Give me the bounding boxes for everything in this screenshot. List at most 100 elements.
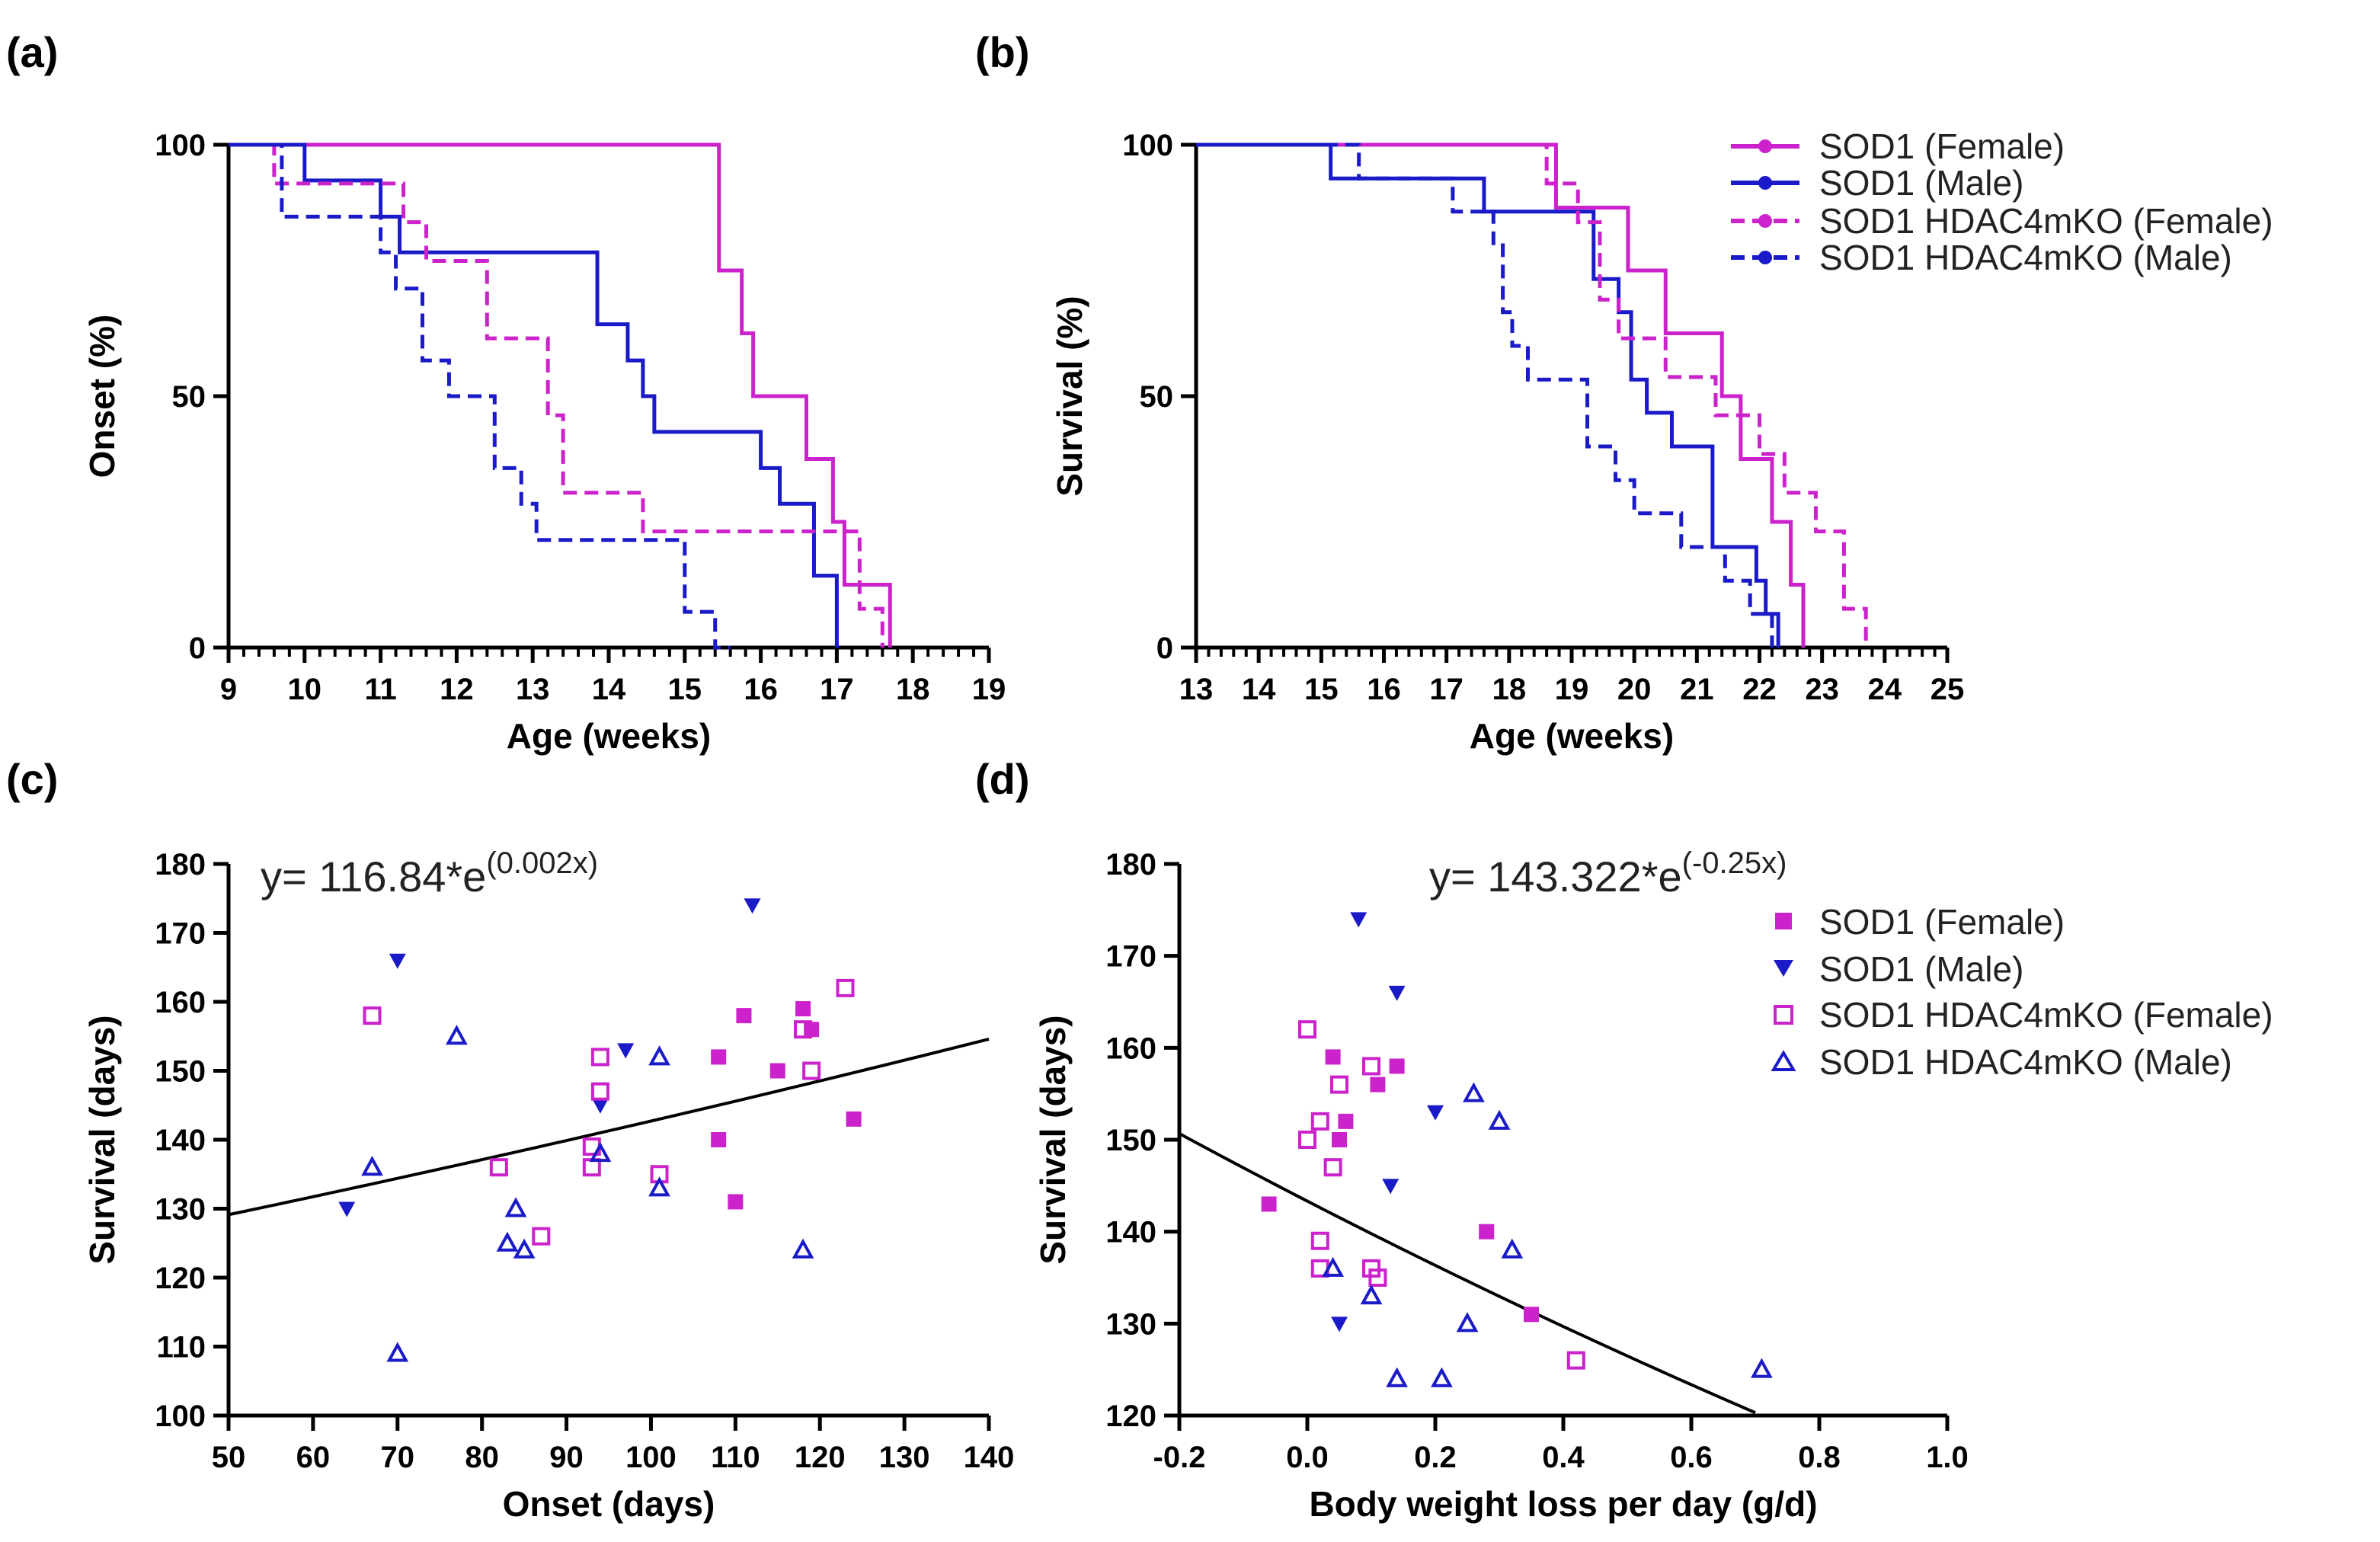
- panel-label-a: (a): [6, 28, 58, 76]
- point-square-open: [1323, 1158, 1342, 1177]
- legend-scatter: SOD1 (Female) SOD1 (Male) SOD1 HDAC4mKO …: [1771, 902, 2273, 1082]
- x-tick-label: 20: [1617, 673, 1652, 706]
- point-square-open: [489, 1158, 508, 1177]
- legend-curves-item: SOD1 (Male): [1731, 163, 2023, 203]
- point-triangle-down: [1331, 1316, 1348, 1332]
- point-triangle-down: [338, 1201, 356, 1217]
- point-triangle-up-open: [792, 1238, 814, 1259]
- point-square-filled: [795, 1001, 811, 1017]
- legend-curves-item: SOD1 HDAC4mKO (Male): [1731, 238, 2232, 277]
- x-tick-label: 100: [625, 1441, 677, 1474]
- x-tick-label: 14: [1242, 673, 1276, 706]
- x-tick-label: 17: [820, 673, 854, 706]
- x-tick-label: 140: [964, 1441, 1015, 1474]
- point-triangle-up-open: [589, 1141, 612, 1163]
- point-square-open: [1310, 1231, 1329, 1250]
- y-tick-label: 130: [155, 1193, 206, 1227]
- point-square-filled: [1524, 1307, 1539, 1323]
- legend-scatter-label: SOD1 HDAC4mKO (Female): [1819, 995, 2273, 1035]
- point-triangle-up-open: [513, 1238, 536, 1259]
- y-tick-label: 170: [155, 917, 206, 951]
- y-tick-label: 160: [155, 986, 206, 1019]
- point-triangle-up-open: [446, 1025, 468, 1045]
- x-tick-label: 70: [381, 1441, 415, 1474]
- chart-a: 9 10 11 12 13 14 15 16 17 18 19 0 50 100 Age (weeks) On…: [82, 129, 1006, 756]
- x-tick-label: 16: [744, 673, 778, 706]
- point-square-open: [1298, 1020, 1316, 1039]
- x-tick-label: 11: [364, 673, 396, 706]
- y-tick-label: 180: [1105, 848, 1156, 881]
- legend-scatter-item: SOD1 (Male): [1774, 949, 2023, 989]
- equation-c: y= 116.84*e(0.002x): [261, 846, 598, 901]
- y-tick-label: 0: [1156, 632, 1173, 665]
- y-tick-label: 170: [1105, 940, 1156, 974]
- x-tick-label: 80: [465, 1441, 499, 1474]
- y-tick-label: 110: [156, 1331, 206, 1364]
- point-triangle-down: [1427, 1105, 1444, 1121]
- point-triangle-up-open: [1456, 1312, 1479, 1332]
- equation-c-base: y= 116.84*e: [261, 853, 486, 901]
- point-square-open: [1310, 1112, 1329, 1131]
- y-axis-title: Survival (days): [1033, 1015, 1073, 1264]
- x-tick-label: 21: [1680, 673, 1714, 706]
- legend-curves-label: SOD1 HDAC4mKO (Male): [1819, 238, 2232, 277]
- point-square-filled: [728, 1194, 744, 1210]
- point-square-filled: [711, 1132, 727, 1147]
- y-tick-label: 180: [155, 848, 206, 881]
- point-square-open: [363, 1006, 382, 1025]
- y-tick-label: 0: [189, 632, 206, 665]
- fit-curve: [228, 1037, 990, 1217]
- x-tick-label: 90: [549, 1441, 584, 1474]
- x-tick-label: 130: [879, 1441, 930, 1474]
- point-square-filled: [1338, 1113, 1354, 1129]
- x-tick-label: 50: [212, 1441, 246, 1474]
- x-tick-label: 25: [1931, 673, 1965, 706]
- marker-square-open: [1774, 1005, 1793, 1025]
- point-square-open: [802, 1061, 821, 1080]
- x-tick-label: 22: [1742, 673, 1777, 706]
- y-axis-title: Survival (%): [1050, 296, 1089, 496]
- legend-scatter-item: SOD1 HDAC4mKO (Female): [1774, 995, 2273, 1035]
- panel-label-d: (d): [975, 755, 1030, 803]
- legend-scatter-label: SOD1 (Female): [1819, 902, 2065, 942]
- x-tick-label: -0.2: [1153, 1441, 1206, 1474]
- series-line-1: [1196, 142, 1806, 648]
- x-tick-label: 18: [896, 673, 930, 706]
- series-line-3: [1196, 142, 1868, 648]
- legend-scatter-item: SOD1 HDAC4mKO (Male): [1771, 1042, 2232, 1082]
- x-tick-label: 18: [1492, 673, 1527, 706]
- series-line-4: [1196, 142, 1774, 648]
- y-tick-label: 160: [1105, 1032, 1156, 1065]
- legend-scatter-label: SOD1 (Male): [1819, 949, 2023, 989]
- x-tick-label: 0.8: [1798, 1441, 1841, 1474]
- x-tick-label: 15: [668, 673, 702, 706]
- equation-d-exponent: (-0.25x): [1682, 846, 1787, 880]
- point-square-filled: [736, 1008, 752, 1024]
- y-tick-label: 100: [155, 1400, 206, 1433]
- x-tick-label: 12: [440, 673, 474, 706]
- point-triangle-down: [1388, 985, 1406, 1001]
- x-tick-label: 9: [220, 673, 237, 706]
- series-line-2: [229, 142, 839, 648]
- point-square-filled: [846, 1111, 862, 1127]
- chart-d: -0.2 0.0 0.2 0.4 0.6 0.8 1.0 120 130 140 150 160 170…: [1033, 848, 1969, 1524]
- point-square-filled: [1325, 1049, 1341, 1065]
- series-line-4: [229, 142, 731, 650]
- legend-scatter-item: SOD1 (Female): [1775, 902, 2065, 942]
- point-triangle-down: [744, 898, 761, 914]
- point-square-open: [532, 1227, 551, 1246]
- point-square-open: [1368, 1268, 1387, 1287]
- y-tick-label: 130: [1105, 1307, 1156, 1341]
- point-triangle-up-open: [648, 1045, 670, 1066]
- point-square-open: [1566, 1351, 1585, 1370]
- x-tick-label: 0.2: [1414, 1441, 1457, 1474]
- y-tick-label: 140: [1105, 1216, 1156, 1249]
- x-tick-label: 0.6: [1670, 1441, 1713, 1474]
- x-tick-label: 0.0: [1286, 1441, 1329, 1474]
- y-axis-title: Survival (days): [82, 1015, 122, 1264]
- point-square-open: [794, 1020, 813, 1039]
- y-tick-label: 50: [1140, 380, 1174, 414]
- y-tick-label: 150: [1105, 1124, 1156, 1157]
- legend-scatter-label: SOD1 HDAC4mKO (Male): [1819, 1042, 2232, 1082]
